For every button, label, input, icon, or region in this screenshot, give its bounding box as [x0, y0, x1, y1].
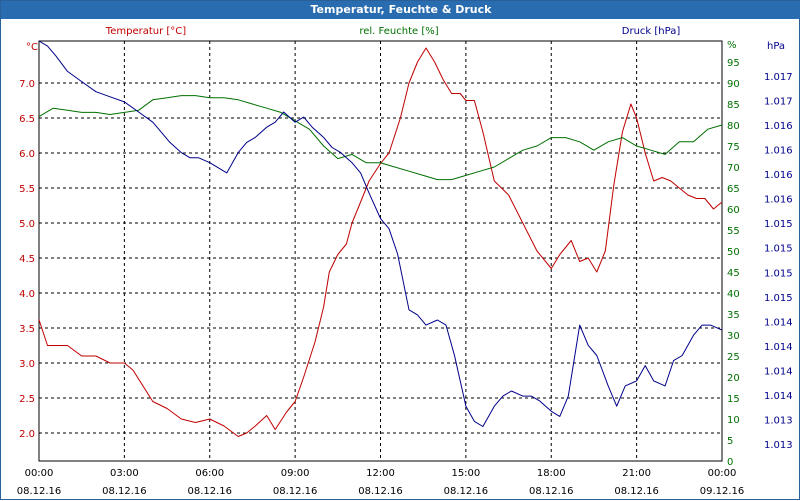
- temperature-axis-unit: °C: [26, 42, 38, 53]
- humidity-tick: 20: [727, 373, 740, 384]
- humidity-tick: 85: [727, 100, 740, 111]
- series-line-pressure: [38, 40, 723, 427]
- temperature-tick: 4.0: [19, 289, 35, 300]
- pressure-tick: 1.014: [764, 391, 793, 402]
- pressure-tick: 1.013: [764, 440, 793, 451]
- x-tick-time: 00:00: [25, 468, 54, 479]
- humidity-tick: 55: [727, 226, 740, 237]
- pressure-tick: 1.017: [764, 72, 793, 83]
- x-tick-time: 12:00: [366, 468, 395, 479]
- humidity-tick: 30: [727, 331, 740, 342]
- humidity-tick: 10: [727, 415, 740, 426]
- pressure-tick: 1.017: [764, 97, 793, 108]
- pressure-tick: 1.013: [764, 415, 793, 426]
- pressure-tick: 1.016: [764, 146, 793, 157]
- temperature-tick: 6.0: [19, 149, 35, 160]
- pressure-tick: 1.014: [764, 366, 793, 377]
- pressure-tick: 1.015: [764, 268, 793, 279]
- humidity-tick: 75: [727, 142, 740, 153]
- title-bar: Temperatur, Feuchte & Druck: [1, 1, 800, 19]
- temperature-tick: 5.5: [19, 184, 35, 195]
- x-tick-date: 08.12.16: [17, 486, 62, 497]
- x-tick-date: 08.12.16: [187, 486, 232, 497]
- humidity-tick: 15: [727, 394, 740, 405]
- x-tick-time: 00:00: [708, 468, 737, 479]
- pressure-tick: 1.016: [764, 195, 793, 206]
- x-tick-date: 08.12.16: [529, 486, 574, 497]
- pressure-tick: 1.016: [764, 170, 793, 181]
- humidity-tick: 90: [727, 79, 740, 90]
- humidity-tick: 0: [727, 457, 733, 468]
- humidity-tick: 60: [727, 205, 740, 216]
- x-tick-time: 15:00: [451, 468, 480, 479]
- pressure-tick: 1.015: [764, 244, 793, 255]
- x-tick-date: 08.12.16: [614, 486, 659, 497]
- pressure-axis-label: Druck [hPa]: [622, 26, 681, 37]
- pressure-tick: 1.014: [764, 317, 793, 328]
- temperature-tick: 7.0: [19, 79, 35, 90]
- pressure-axis-unit: hPa: [767, 41, 785, 52]
- x-tick-date: 08.12.16: [444, 486, 489, 497]
- humidity-tick: 95: [727, 58, 740, 69]
- x-tick-date: 08.12.16: [102, 486, 147, 497]
- x-tick-date: 08.12.16: [273, 486, 318, 497]
- temperature-tick: 4.5: [19, 254, 35, 265]
- temperature-tick: 3.5: [19, 324, 35, 335]
- humidity-tick: 5: [727, 436, 733, 447]
- series-lines: [38, 40, 723, 437]
- humidity-tick: 25: [727, 352, 740, 363]
- series-line-temperature: [38, 47, 723, 437]
- pressure-tick: 1.014: [764, 342, 793, 353]
- pressure-tick: 1.016: [764, 121, 793, 132]
- humidity-tick: 40: [727, 289, 740, 300]
- x-tick-time: 03:00: [110, 468, 139, 479]
- humidity-tick: 80: [727, 121, 740, 132]
- x-tick-date: 09.12.16: [700, 486, 745, 497]
- pressure-tick: 1.015: [764, 219, 793, 230]
- humidity-axis-unit: %: [727, 40, 737, 51]
- temperature-tick: 5.0: [19, 219, 35, 230]
- series-line-humidity: [38, 95, 723, 181]
- temperature-axis-label: Temperatur [°C]: [105, 26, 186, 37]
- grid: [38, 40, 723, 462]
- temperature-tick: 3.0: [19, 359, 35, 370]
- x-tick-time: 18:00: [537, 468, 566, 479]
- x-tick-time: 06:00: [195, 468, 224, 479]
- x-tick-time: 09:00: [281, 468, 310, 479]
- humidity-tick: 50: [727, 247, 740, 258]
- pressure-tick: 1.015: [764, 293, 793, 304]
- humidity-tick: 45: [727, 268, 740, 279]
- x-tick-time: 21:00: [622, 468, 651, 479]
- humidity-tick: 65: [727, 184, 740, 195]
- tick-labels: 00:00 08.12.16 03:00 08.12.16 06:00 08.12.16 0…: [17, 58, 793, 497]
- humidity-tick: 70: [727, 163, 740, 174]
- humidity-tick: 35: [727, 310, 740, 321]
- temperature-tick: 2.5: [19, 394, 35, 405]
- temperature-tick: 6.5: [19, 114, 35, 125]
- humidity-axis-label: rel. Feuchte [%]: [359, 26, 438, 37]
- chart-title: Temperatur, Feuchte & Druck: [310, 3, 492, 16]
- x-tick-date: 08.12.16: [358, 486, 403, 497]
- temperature-tick: 2.0: [19, 429, 35, 440]
